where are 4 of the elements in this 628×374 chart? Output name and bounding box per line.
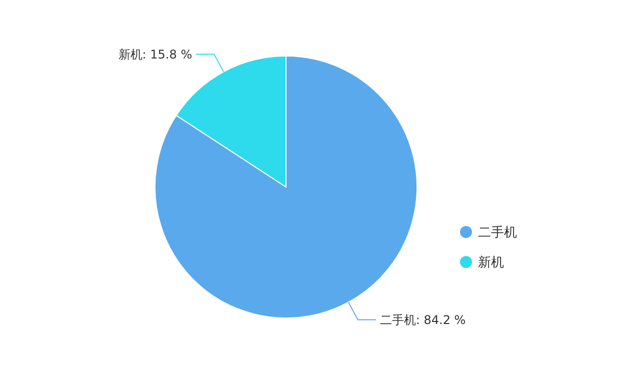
legend-label: 二手机 [478, 226, 517, 241]
data-label: 新机: 15.8 % [118, 47, 192, 62]
legend-label: 新机 [478, 256, 504, 271]
data-label: 二手机: 84.2 % [380, 312, 466, 327]
